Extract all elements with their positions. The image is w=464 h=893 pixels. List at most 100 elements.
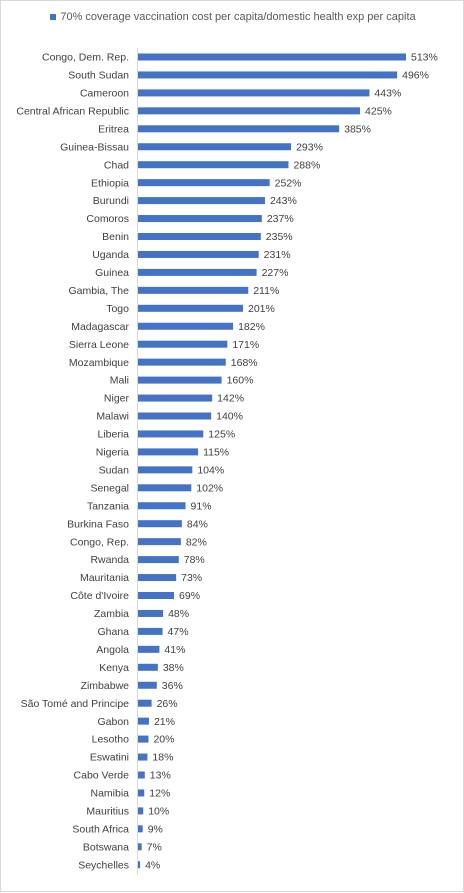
value-label: 160% bbox=[227, 375, 254, 387]
bar bbox=[138, 681, 157, 689]
value-label: 443% bbox=[374, 88, 401, 100]
value-label: 48% bbox=[168, 608, 189, 620]
category-label: Gabon bbox=[97, 716, 129, 728]
category-label: Cameroon bbox=[80, 88, 129, 100]
bar bbox=[138, 645, 160, 653]
value-label: 9% bbox=[148, 823, 163, 835]
value-label: 12% bbox=[149, 788, 170, 800]
bar bbox=[138, 538, 181, 546]
category-label: South Africa bbox=[72, 823, 129, 835]
value-label: 201% bbox=[248, 303, 275, 315]
bar bbox=[138, 466, 193, 474]
value-label: 41% bbox=[164, 644, 185, 656]
bar bbox=[138, 430, 204, 438]
value-label: 513% bbox=[411, 52, 438, 64]
value-label: 171% bbox=[232, 339, 259, 351]
value-label: 102% bbox=[196, 482, 223, 494]
category-label: Ghana bbox=[97, 626, 129, 638]
bar bbox=[138, 592, 175, 599]
chart-legend: 70% coverage vaccination cost per capita… bbox=[1, 11, 464, 23]
category-label: Togo bbox=[106, 303, 129, 315]
value-label: 36% bbox=[162, 680, 183, 692]
value-label: 227% bbox=[262, 267, 289, 279]
value-label: 82% bbox=[186, 536, 207, 548]
value-label: 47% bbox=[168, 626, 189, 638]
bar bbox=[138, 179, 270, 187]
bar bbox=[138, 861, 141, 869]
category-label: Zambia bbox=[94, 608, 129, 620]
value-label: 21% bbox=[154, 716, 175, 728]
value-label: 18% bbox=[152, 752, 173, 764]
category-label: Comoros bbox=[86, 213, 129, 225]
bar bbox=[138, 663, 158, 671]
value-label: 84% bbox=[187, 518, 208, 530]
bar bbox=[138, 322, 234, 330]
bar bbox=[138, 484, 192, 492]
bar bbox=[138, 771, 145, 779]
value-label: 235% bbox=[266, 231, 293, 243]
bar bbox=[138, 233, 261, 240]
bar bbox=[138, 197, 265, 205]
category-label: Congo, Rep. bbox=[70, 536, 129, 548]
value-label: 38% bbox=[163, 662, 184, 674]
category-label: Burundi bbox=[93, 195, 129, 207]
category-label: Liberia bbox=[97, 429, 129, 441]
value-label: 243% bbox=[270, 195, 297, 207]
category-label: Senegal bbox=[90, 482, 129, 494]
category-label: Angola bbox=[96, 644, 129, 656]
bar bbox=[138, 89, 370, 97]
value-label: 140% bbox=[216, 411, 243, 423]
value-label: 26% bbox=[157, 698, 178, 710]
bar bbox=[138, 699, 152, 707]
bar bbox=[138, 376, 222, 384]
category-label: Sudan bbox=[99, 464, 130, 476]
category-label: Benin bbox=[102, 231, 129, 243]
bar bbox=[138, 574, 177, 582]
category-label: São Tomé and Principe bbox=[21, 698, 130, 710]
legend-label: 70% coverage vaccination cost per capita… bbox=[60, 11, 416, 23]
bar bbox=[138, 53, 406, 61]
bar bbox=[138, 807, 144, 815]
bar bbox=[138, 520, 182, 528]
bar bbox=[138, 627, 163, 635]
category-label: Niger bbox=[104, 393, 130, 405]
category-label: Madagascar bbox=[71, 321, 129, 333]
value-label: 288% bbox=[293, 159, 320, 171]
bar bbox=[138, 412, 212, 420]
category-label: Guinea bbox=[95, 267, 129, 279]
category-label: Botswana bbox=[83, 841, 129, 853]
category-label: Seychelles bbox=[78, 859, 129, 871]
bar bbox=[138, 502, 186, 510]
bar bbox=[138, 125, 340, 133]
category-label: Ethiopia bbox=[91, 177, 129, 189]
value-label: 69% bbox=[179, 590, 200, 602]
category-label: Chad bbox=[104, 159, 129, 171]
category-label: South Sudan bbox=[68, 70, 129, 82]
category-label: Central African Republic bbox=[16, 105, 129, 117]
category-label: Uganda bbox=[92, 249, 129, 261]
value-label: 125% bbox=[208, 429, 235, 441]
bar bbox=[138, 556, 179, 564]
bar bbox=[138, 609, 164, 617]
category-label: Mali bbox=[110, 375, 129, 387]
bar bbox=[138, 358, 226, 366]
bar bbox=[138, 268, 257, 276]
category-label: Kenya bbox=[99, 662, 129, 674]
bar bbox=[138, 71, 398, 79]
value-label: 168% bbox=[231, 357, 258, 369]
value-label: 182% bbox=[238, 321, 265, 333]
bar bbox=[138, 448, 199, 456]
category-label: Zimbabwe bbox=[81, 680, 130, 692]
category-label: Mauritius bbox=[86, 806, 129, 818]
category-label: Mauritania bbox=[80, 572, 129, 584]
value-label: 104% bbox=[197, 464, 224, 476]
category-label: Namibia bbox=[90, 788, 129, 800]
value-label: 425% bbox=[365, 105, 392, 117]
bar bbox=[138, 286, 249, 294]
value-label: 73% bbox=[181, 572, 202, 584]
value-label: 237% bbox=[267, 213, 294, 225]
value-label: 115% bbox=[203, 447, 229, 459]
category-label: Nigeria bbox=[96, 447, 129, 459]
category-label: Tanzania bbox=[87, 500, 129, 512]
